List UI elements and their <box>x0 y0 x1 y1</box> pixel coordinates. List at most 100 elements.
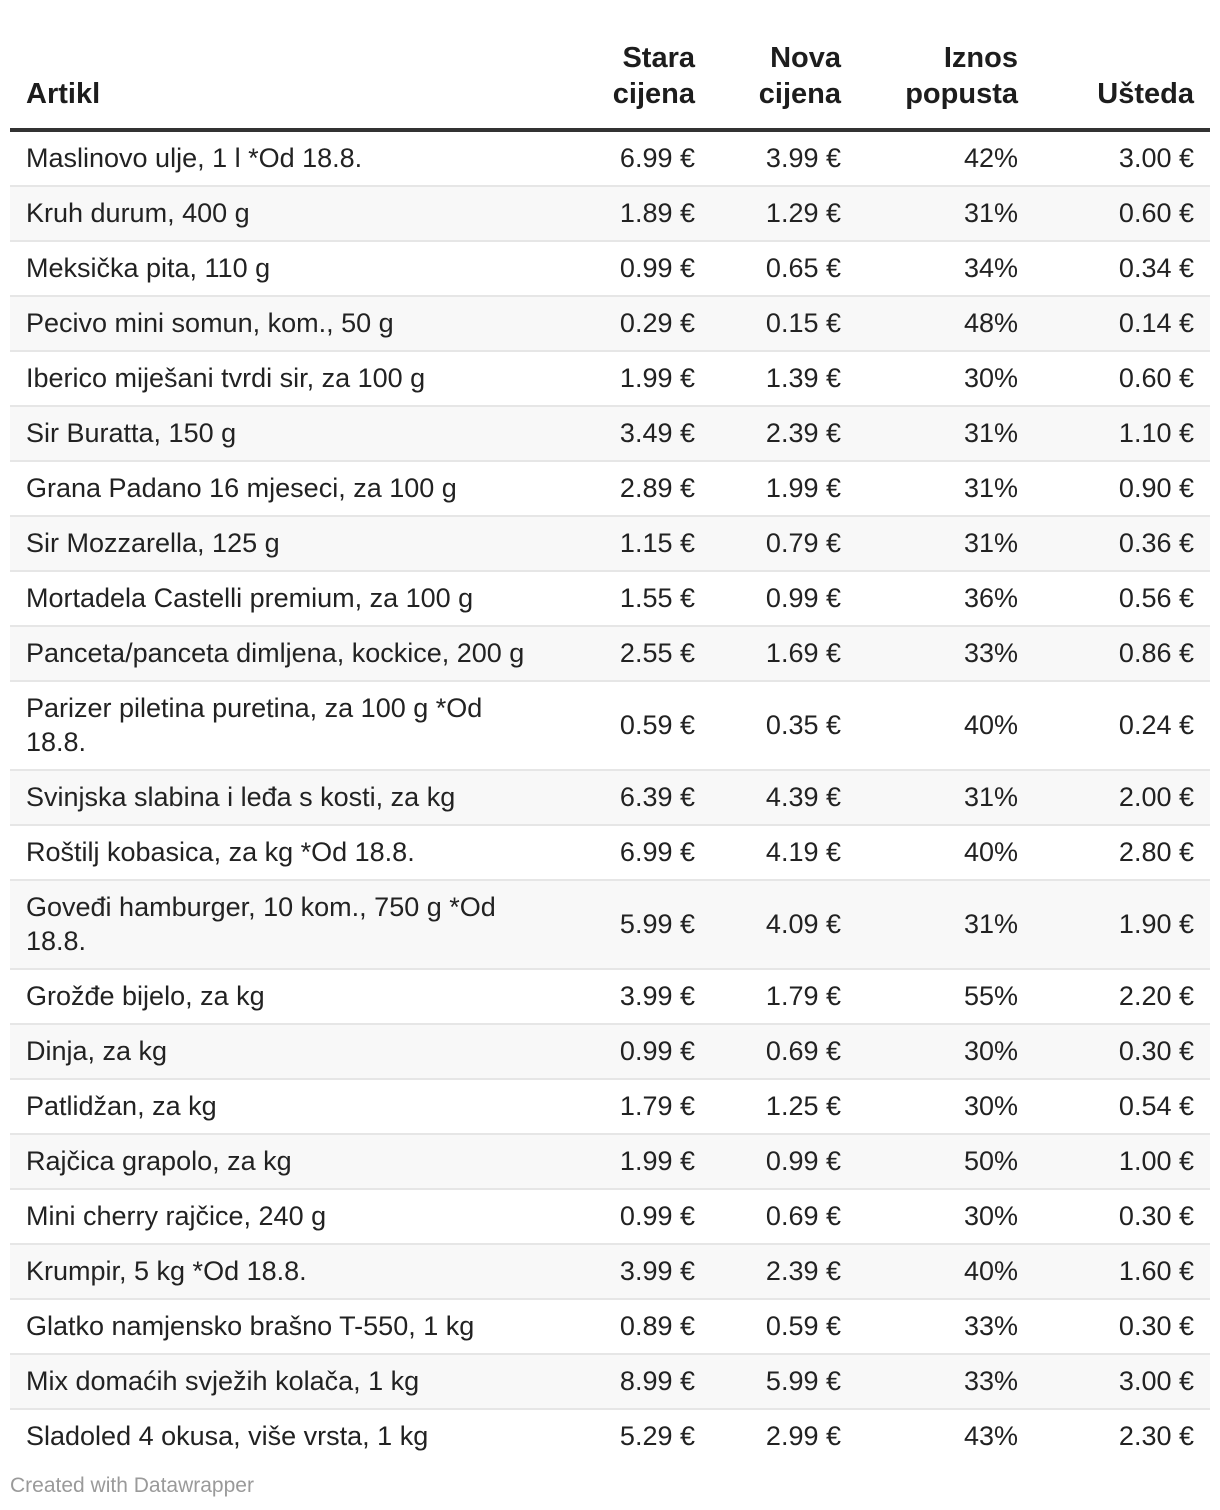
table-row: Goveđi hamburger, 10 kom., 750 g *Od 18.… <box>10 880 1210 970</box>
column-header-iznos-popusta-line2: popusta <box>905 78 1018 110</box>
cell-nova-cijena: 0.59 € <box>711 1299 857 1355</box>
column-header-artikl-label: Artikl <box>26 78 101 110</box>
cell-iznos-popusta: 31% <box>857 770 1034 826</box>
column-header-usteda-label: Ušteda <box>1097 78 1194 110</box>
cell-usteda: 2.80 € <box>1034 825 1210 881</box>
cell-stara-cijena: 0.99 € <box>565 1024 711 1080</box>
cell-stara-cijena: 2.55 € <box>565 626 711 682</box>
table-row: Krumpir, 5 kg *Od 18.8. 3.99 €2.39 €40% 1.… <box>10 1244 1210 1300</box>
cell-usteda: 0.30 € <box>1034 1024 1210 1080</box>
cell-iznos-popusta: 40% <box>857 1244 1034 1300</box>
cell-usteda: 0.30 € <box>1034 1189 1210 1245</box>
datawrapper-credit[interactable]: Created with Datawrapper <box>10 1474 254 1497</box>
cell-usteda: 0.56 € <box>1034 571 1210 627</box>
cell-artikl: Panceta/panceta dimljena, kockice, 200 g <box>10 626 565 682</box>
cell-nova-cijena: 4.19 € <box>711 825 857 881</box>
column-header-stara-cijena[interactable]: Stara cijena <box>565 40 711 132</box>
cell-iznos-popusta: 33% <box>857 1299 1034 1355</box>
cell-artikl: Grožđe bijelo, za kg <box>10 969 565 1025</box>
cell-usteda: 2.30 € <box>1118 1421 1194 1451</box>
cell-artikl: Goveđi hamburger, 10 kom., 750 g *Od 18.… <box>10 880 565 970</box>
cell-usteda: 2.00 € <box>1034 770 1210 826</box>
cell-nova-cijena: 0.69 € <box>711 1189 857 1245</box>
cell-stara-cijena: 8.99 € <box>565 1354 711 1410</box>
cell-stara-cijena: 0.99 € <box>565 1189 711 1245</box>
cell-usteda: 0.24 € <box>1034 681 1210 771</box>
table-row: Meksička pita, 110 g 0.99 €0.65 €34% 0.34 … <box>10 241 1210 297</box>
table-row: Mortadela Castelli premium, za 100 g 1.55… <box>10 571 1210 627</box>
table-row: Roštilj kobasica, za kg *Od 18.8. 6.99 €4… <box>10 825 1210 881</box>
table-row: Kruh durum, 400 g 1.89 €1.29 €31% 0.60 € <box>10 186 1210 242</box>
cell-usteda: 1.00 € <box>1034 1134 1210 1190</box>
table-body: Maslinovo ulje, 1 l *Od 18.8. 6.99 €3.99 … <box>10 130 1210 1463</box>
cell-artikl: Mortadela Castelli premium, za 100 g <box>10 571 565 627</box>
cell-iznos-popusta: 31% <box>857 461 1034 517</box>
cell-usteda: 0.90 € <box>1034 461 1210 517</box>
table-row: Sir Buratta, 150 g 3.49 €2.39 €31% 1.10 € <box>10 406 1210 462</box>
cell-artikl: Parizer piletina puretina, za 100 g *Od … <box>10 681 565 771</box>
cell-stara-cijena: 1.55 € <box>565 571 711 627</box>
cell-usteda: 0.34 € <box>1034 241 1210 297</box>
cell-nova-cijena: 1.79 € <box>711 969 857 1025</box>
cell-iznos-popusta: 30% <box>857 1024 1034 1080</box>
cell-usteda: 1.60 € <box>1034 1244 1210 1300</box>
cell-nova-cijena: 4.09 € <box>711 880 857 970</box>
cell-iznos-popusta: 42% <box>857 130 1034 187</box>
cell-stara-cijena: 3.99 € <box>565 969 711 1025</box>
cell-stara-cijena: 6.99 € <box>565 130 711 187</box>
cell-nova-cijena: 0.35 € <box>711 681 857 771</box>
cell-artikl: Krumpir, 5 kg *Od 18.8. <box>10 1244 565 1300</box>
cell-stara-cijena: 6.39 € <box>565 770 711 826</box>
cell-artikl: Pecivo mini somun, kom., 50 g <box>10 296 565 352</box>
cell-artikl: Sir Buratta, 150 g <box>10 406 565 462</box>
cell-artikl: Roštilj kobasica, za kg *Od 18.8. <box>10 825 565 881</box>
column-header-nova-cijena[interactable]: Nova cijena <box>711 40 857 132</box>
cell-usteda: 1.10 € <box>1034 406 1210 462</box>
cell-stara-cijena: 1.99 € <box>565 1134 711 1190</box>
cell-artikl: Mini cherry rajčice, 240 g <box>10 1189 565 1245</box>
column-header-usteda[interactable]: Ušteda <box>1034 40 1210 132</box>
cell-artikl: Maslinovo ulje, 1 l *Od 18.8. <box>10 130 565 187</box>
cell-nova-cijena: 0.65 € <box>711 241 857 297</box>
cell-stara-cijena: 0.89 € <box>565 1299 711 1355</box>
cell-iznos-popusta: 30% <box>857 1189 1034 1245</box>
cell-usteda: 3.00 € <box>1034 130 1210 187</box>
table-row: Sir Mozzarella, 125 g 1.15 €0.79 €31% 0.36… <box>10 516 1210 572</box>
column-header-iznos-popusta[interactable]: Iznos popusta <box>857 40 1034 132</box>
cell-nova-cijena: 0.99 € <box>711 571 857 627</box>
cell-iznos-popusta: 50% <box>857 1134 1034 1190</box>
cell-stara-cijena: 0.29 € <box>565 296 711 352</box>
cell-artikl: Svinjska slabina i leđa s kosti, za kg <box>10 770 565 826</box>
cell-nova-cijena: 5.99 € <box>711 1354 857 1410</box>
table-row: Pecivo mini somun, kom., 50 g 0.29 €0.15 … <box>10 296 1210 352</box>
table-row: Parizer piletina puretina, za 100 g *Od … <box>10 681 1210 771</box>
cell-stara-cijena: 3.49 € <box>565 406 711 462</box>
cell-stara-cijena: 3.99 € <box>565 1244 711 1300</box>
cell-usteda: 0.30 € <box>1034 1299 1210 1355</box>
cell-iznos-popusta: 40% <box>857 681 1034 771</box>
cell-nova-cijena: 0.15 € <box>711 296 857 352</box>
column-header-artikl[interactable]: Artikl <box>10 40 565 132</box>
table-row: Rajčica grapolo, za kg 1.99 €0.99 €50% 1.0… <box>10 1134 1210 1190</box>
cell-nova-cijena: 3.99 € <box>711 130 857 187</box>
cell-artikl: Meksička pita, 110 g <box>10 241 565 297</box>
cell-stara-cijena: 1.89 € <box>565 186 711 242</box>
cell-iznos-popusta: 33% <box>857 1354 1034 1410</box>
cell-stara-cijena: 1.99 € <box>565 351 711 407</box>
cell-nova-cijena: 1.99 € <box>711 461 857 517</box>
cell-usteda: 0.54 € <box>1034 1079 1210 1135</box>
cell-artikl: Rajčica grapolo, za kg <box>10 1134 565 1190</box>
column-header-stara-cijena-line1: Stara <box>622 42 695 74</box>
cell-stara-cijena: 0.59 € <box>565 681 711 771</box>
cell-nova-cijena: 0.69 € <box>711 1024 857 1080</box>
cell-stara-cijena: 5.99 € <box>565 880 711 970</box>
price-table: Artikl Stara cijena Nova cijena Iznos po… <box>10 40 1210 1463</box>
cell-nova-cijena: 1.25 € <box>711 1079 857 1135</box>
cell-usteda: 3.00 € <box>1034 1354 1210 1410</box>
cell-iznos-popusta: 40% <box>857 825 1034 881</box>
cell-artikl: Glatko namjensko brašno T-550, 1 kg <box>10 1299 565 1355</box>
cell-nova-cijena: 1.69 € <box>711 626 857 682</box>
cell-stara-cijena: 6.99 € <box>565 825 711 881</box>
cell-nova-cijena: 4.39 € <box>711 770 857 826</box>
cell-artikl: Sladoled 4 okusa, više vrsta, 1 kg <box>26 1421 429 1451</box>
